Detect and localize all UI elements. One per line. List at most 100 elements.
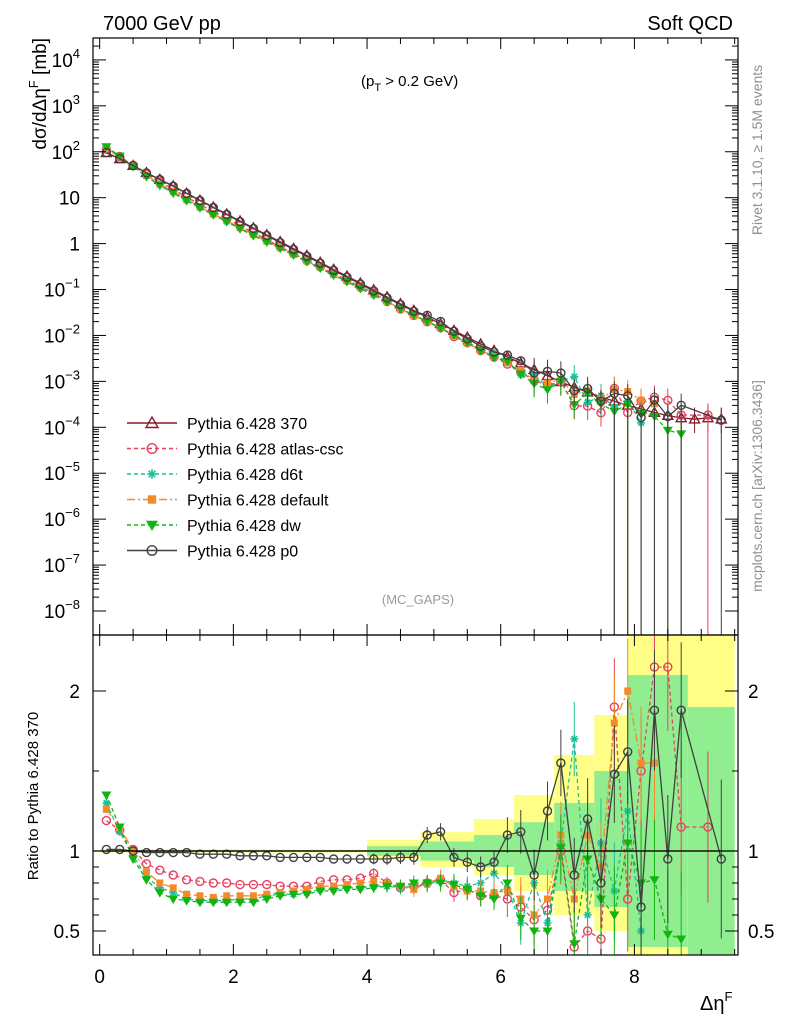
legend-item-3: Pythia 6.428 default <box>127 493 329 510</box>
main-y-tick-label-11: 10−7 <box>44 551 80 577</box>
series-5-main-point-24 <box>422 310 432 320</box>
series-5-main-point-38 <box>609 388 620 399</box>
series-1-ratio-point-43 <box>676 822 686 832</box>
series-4-ratio-point-2 <box>128 855 139 864</box>
series-4-main-point-6 <box>181 197 192 206</box>
legend: Pythia 6.428 370 Pythia 6.428 atlas-csc Py… <box>127 415 344 561</box>
series-4-ratio-point-14 <box>288 890 299 900</box>
series-5-ratio-point-26 <box>449 852 459 863</box>
series-5-ratio-point-15 <box>302 852 312 863</box>
series-5-ratio-point-37 <box>596 878 606 888</box>
side-label-bottom: mcplots.cern.ch [arXiv:1306.3436] <box>749 380 765 592</box>
series-4-ratio-point-5 <box>168 895 179 904</box>
series-5-main-point-18 <box>342 272 352 282</box>
series-1-ratio-point-13 <box>275 881 285 891</box>
legend-marker-1 <box>146 443 158 455</box>
legend-marker-0 <box>144 415 160 429</box>
main-y-tick-label-10: 10−6 <box>44 505 80 531</box>
ratio-y-tick-label-0.5: 0.5 <box>54 922 80 943</box>
series-4-ratio-point-10 <box>235 898 246 908</box>
series-1-ratio-point-9 <box>221 878 232 888</box>
series-4-ratio-point-16 <box>315 887 326 896</box>
series-5-ratio-point-34 <box>556 758 566 768</box>
series-4-ratio-point-42 <box>662 930 673 940</box>
analysis-label: (MC_GAPS) <box>382 592 454 607</box>
series-5-main-point-36 <box>582 383 593 394</box>
series-5-ratio-point-0 <box>101 844 112 855</box>
series-4-ratio-point-25 <box>435 879 446 888</box>
main-y-tick-label-8: 10−4 <box>44 413 80 439</box>
series-5-main-point-16 <box>315 258 325 268</box>
x-tick-label-6: 6 <box>495 967 506 988</box>
series-4-ratio-point-12 <box>261 895 272 904</box>
series-5-main-point-15 <box>302 251 312 262</box>
legend-marker-4 <box>146 520 158 531</box>
series-4-ratio-point-7 <box>194 898 205 908</box>
main-y-axis-title: dσ/dΔηF [mb] <box>26 38 51 150</box>
series-5-main-point-11 <box>248 223 259 234</box>
series-5-main-point-41 <box>649 395 660 405</box>
series-1-main-line <box>106 148 708 416</box>
series-5-main-point-6 <box>181 188 192 199</box>
series-4-ratio-point-0 <box>101 791 112 800</box>
series-5-ratio-point-9 <box>221 849 232 859</box>
legend-marker-3 <box>147 495 157 504</box>
series-4-main-point-35 <box>569 401 580 410</box>
series-5-main-point-12 <box>262 230 272 241</box>
main-y-tick-label-5: 10−1 <box>44 276 80 302</box>
legend-label-0: Pythia 6.428 370 <box>187 416 307 433</box>
series-4-ratio-point-27 <box>462 885 473 895</box>
series-4-main-point-9 <box>221 218 232 227</box>
series-1-ratio-point-6 <box>181 875 192 885</box>
series-5-main-point-32 <box>529 368 539 378</box>
series-5-ratio-point-24 <box>422 830 432 840</box>
legend-item-0: Pythia 6.428 370 <box>127 415 307 433</box>
header-left: 7000 GeV pp <box>103 13 221 35</box>
series-1-ratio-point-8 <box>208 878 219 888</box>
series-5-main-point-10 <box>235 216 245 227</box>
series-5-ratio-point-29 <box>489 857 499 867</box>
series-5-ratio-point-13 <box>275 852 285 863</box>
series-1-ratio-point-42 <box>663 662 673 672</box>
series-1-ratio-point-7 <box>195 876 205 887</box>
series-3-ratio-point-4 <box>156 879 164 887</box>
series-5-main-point-8 <box>208 202 219 213</box>
legend-marker-2 <box>147 469 157 479</box>
series-5-ratio-point-11 <box>248 851 259 861</box>
series-4-ratio-point-41 <box>649 876 660 885</box>
legend-label-3: Pythia 6.428 default <box>187 493 329 510</box>
series-3-ratio-point-40 <box>637 759 645 767</box>
series-5-main-point-28 <box>475 341 486 351</box>
series-5-ratio-point-14 <box>288 852 299 863</box>
series-5-ratio-point-35 <box>569 870 579 880</box>
series-5-ratio-point-41 <box>649 705 660 715</box>
series-4-ratio-point-33 <box>542 927 553 936</box>
series-3-ratio-point-17 <box>330 882 338 890</box>
series-2-ratio-point-5 <box>169 888 178 897</box>
series-5-ratio-point-4 <box>155 847 165 858</box>
series-2-ratio-point-35 <box>570 735 579 743</box>
series-5-main-point-2 <box>128 160 138 171</box>
series-5-ratio-point-6 <box>181 847 192 858</box>
series-5-ratio-point-39 <box>623 747 633 757</box>
series-5-main-point-31 <box>516 356 526 366</box>
main-y-tick-label-7: 10−3 <box>44 367 80 393</box>
series-3-main-point-31 <box>517 366 525 374</box>
series-4-main-point-11 <box>248 232 259 241</box>
series-5-main-point-14 <box>288 244 299 255</box>
main-y-tick-label-4: 1 <box>69 235 80 256</box>
legend-item-4: Pythia 6.428 dw <box>127 518 301 535</box>
series-1-ratio-point-4 <box>155 865 165 875</box>
legend-item-1: Pythia 6.428 atlas-csc <box>127 442 344 459</box>
series-5-main-point-13 <box>275 237 285 248</box>
series-4-main-point-4 <box>154 181 165 191</box>
series-4-main-point-2 <box>128 163 139 172</box>
series-1-ratio-point-0 <box>101 815 112 826</box>
series-5-ratio-point-1 <box>115 844 125 855</box>
series-1-ratio-point-44 <box>703 822 713 832</box>
series-2-ratio-point-0 <box>102 799 111 807</box>
series-4-main-point-24 <box>422 318 433 327</box>
series-5-ratio-point-23 <box>409 852 419 863</box>
legend-label-1: Pythia 6.428 atlas-csc <box>187 442 344 459</box>
